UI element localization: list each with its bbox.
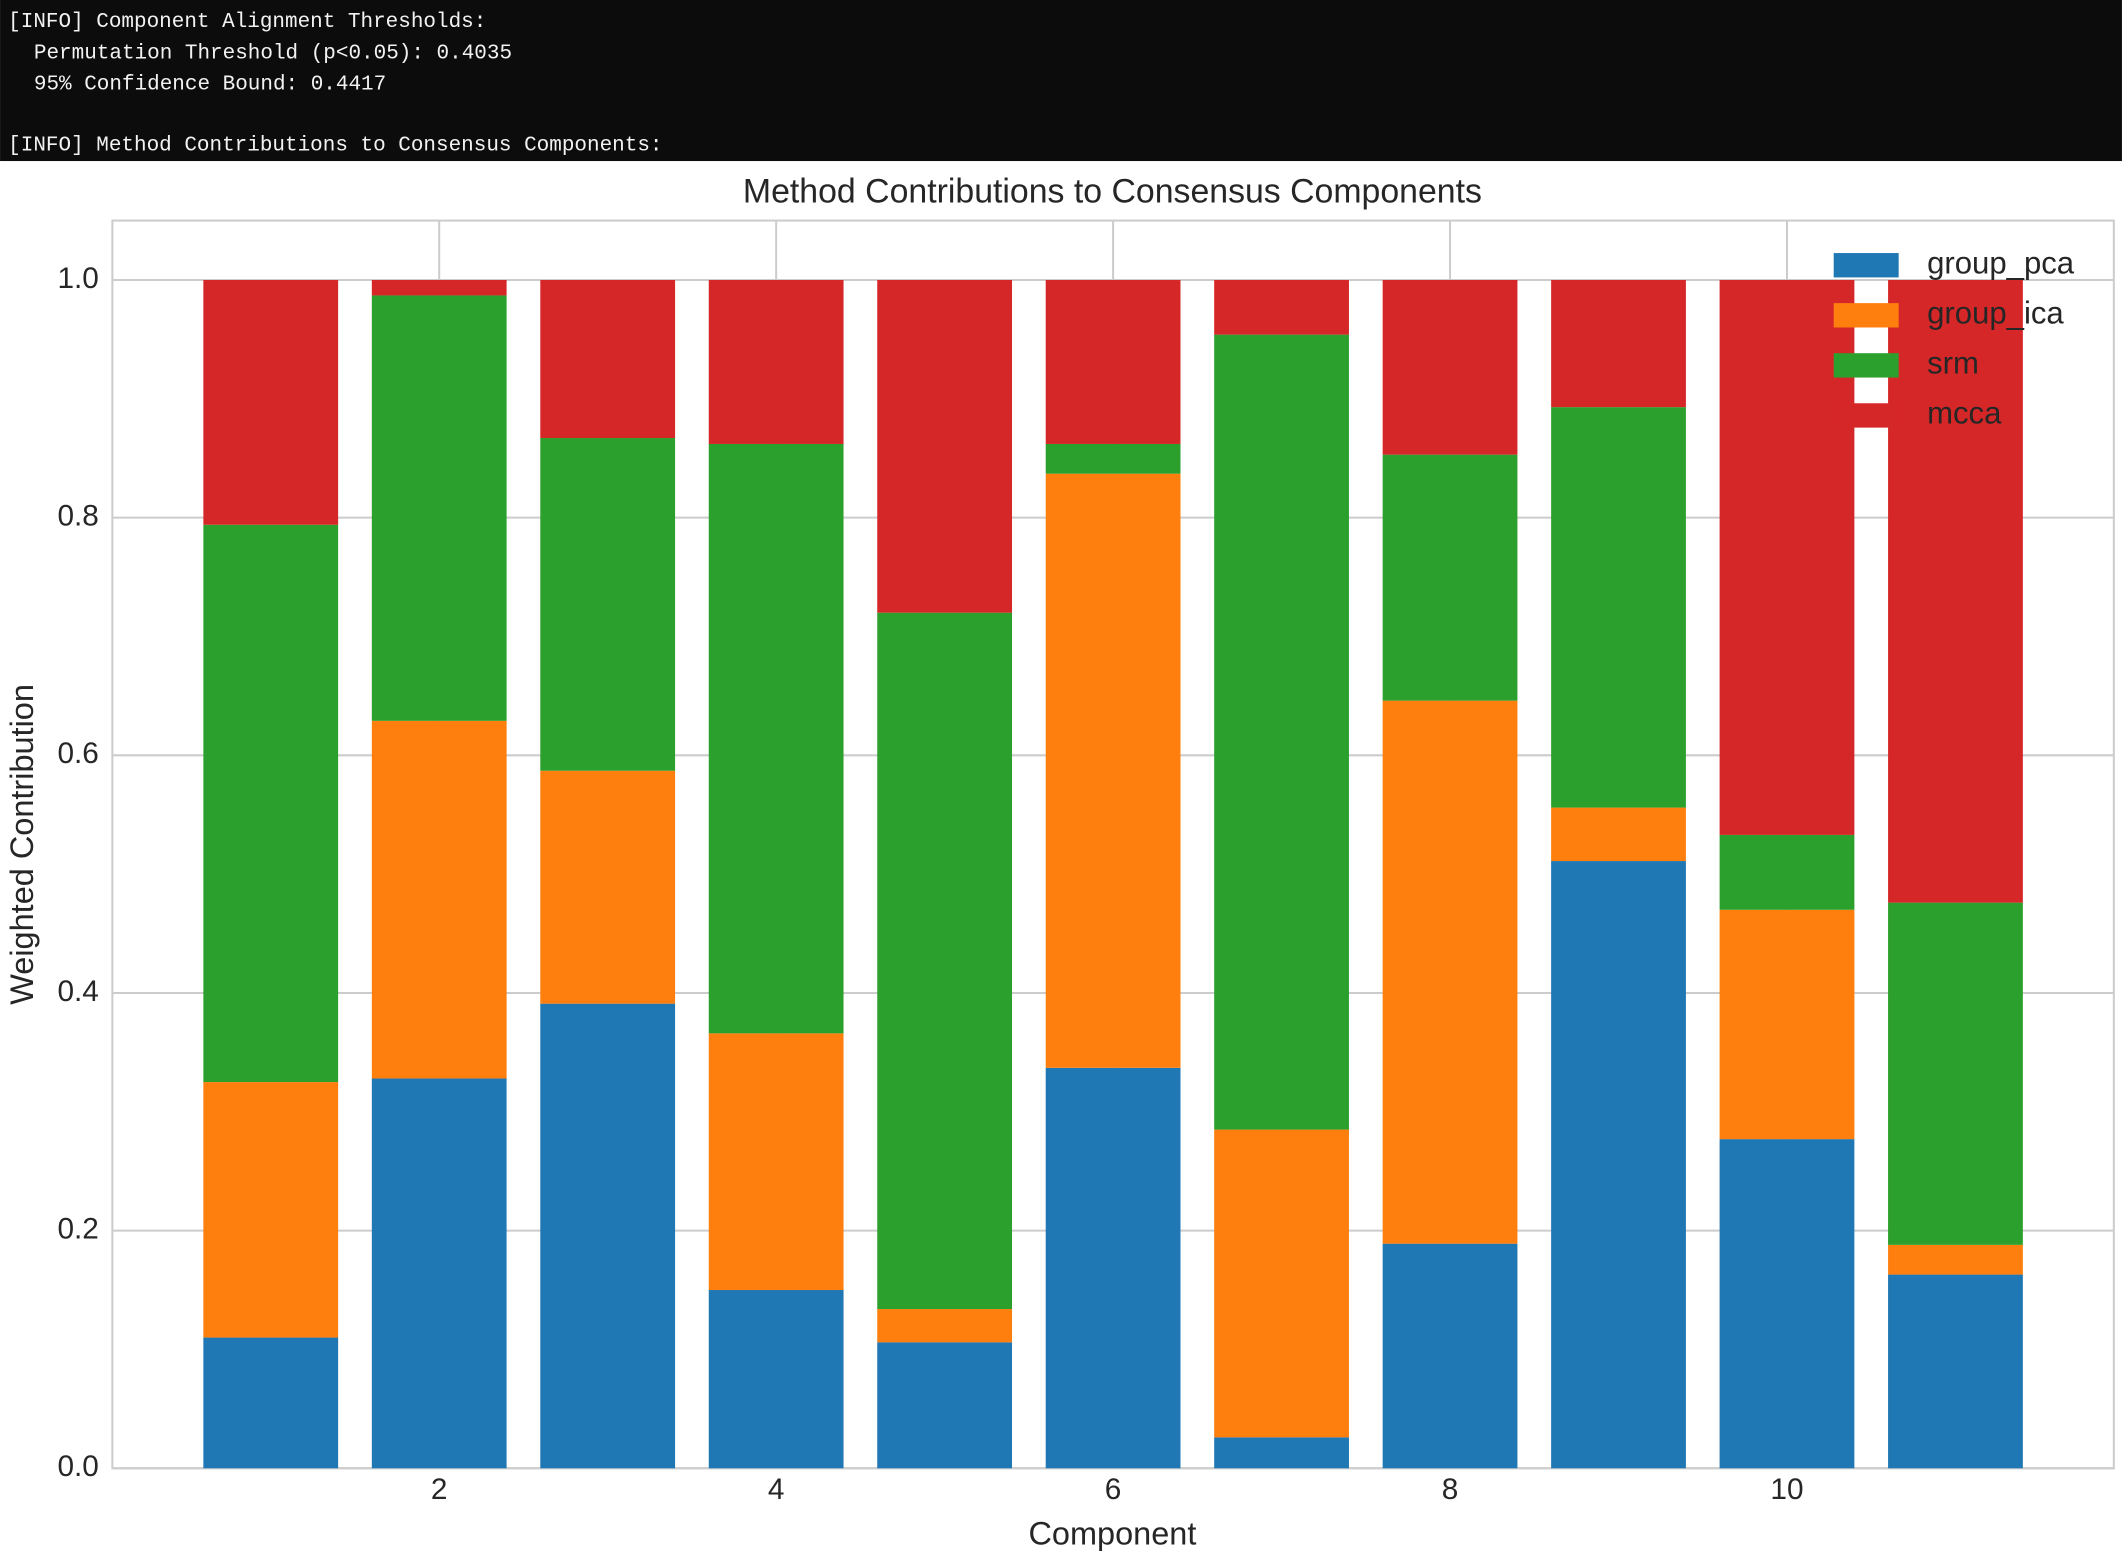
bar-segment	[1382, 279, 1518, 455]
y-tick-label: 0.6	[57, 737, 98, 770]
bar-segment	[1888, 1274, 2023, 1469]
x-tick-label: 2	[431, 1473, 448, 1506]
bar-segment	[1045, 1067, 1181, 1469]
legend-swatch	[1833, 253, 1899, 278]
chart-title: Method Contributions to Consensus Compon…	[743, 172, 1482, 210]
bar-segment	[1888, 1244, 2023, 1275]
bar-segment	[1214, 1129, 1349, 1438]
x-tick-label: 4	[768, 1473, 785, 1506]
bar-segment	[877, 1342, 1013, 1469]
x-tick-label: 8	[1442, 1473, 1459, 1506]
terminal-line: Permutation Threshold (p<0.05): 0.4035	[34, 42, 512, 65]
bar-segment	[540, 770, 676, 1004]
legend-swatch	[1833, 303, 1899, 328]
bar-segment	[1045, 279, 1181, 444]
bar-segment	[203, 1082, 339, 1338]
y-tick-label: 0.0	[57, 1450, 98, 1483]
bar-segment	[1382, 1243, 1518, 1469]
bar-segment	[1551, 407, 1686, 808]
bar-segment	[371, 720, 507, 1079]
bar-segment	[203, 524, 339, 1083]
y-tick-label: 0.8	[57, 500, 98, 533]
bar-segment	[203, 279, 339, 525]
bar-segment	[1214, 1437, 1349, 1469]
legend-label: group_ica	[1927, 296, 2064, 331]
bar-segment	[371, 1078, 507, 1469]
bar-segment	[371, 279, 507, 296]
bar-segment	[877, 279, 1013, 613]
y-tick-label: 1.0	[57, 262, 98, 295]
bar-segment	[371, 295, 507, 721]
bar-segment	[1719, 909, 1855, 1140]
bar-segment	[540, 1003, 676, 1469]
bar-segment	[1551, 861, 1686, 1469]
bar-segment	[1382, 700, 1518, 1244]
bar-segment	[540, 438, 676, 771]
bar-segment	[203, 1337, 339, 1469]
terminal-background	[0, 0, 2122, 162]
bar-segment	[1045, 473, 1181, 1068]
bar-segment	[708, 443, 844, 1034]
y-tick-label: 0.4	[57, 975, 98, 1008]
bar-segment	[1719, 1139, 1855, 1469]
terminal-line: 95% Confidence Bound: 0.4417	[34, 73, 386, 96]
bar-segment	[1719, 279, 1855, 835]
x-tick-label: 10	[1770, 1473, 1803, 1506]
bar-segment	[1888, 902, 2023, 1245]
terminal-line: [INFO] Method Contributions to Consensus…	[8, 134, 662, 157]
bar-segment	[708, 1290, 844, 1469]
y-tick-label: 0.2	[57, 1212, 98, 1245]
bar-segment	[1551, 279, 1686, 408]
legend-swatch	[1833, 353, 1899, 378]
bar-segment	[877, 612, 1013, 1310]
y-axis-label: Weighted Contribution	[4, 684, 40, 1005]
bar-segment	[1551, 807, 1686, 862]
terminal-line: [INFO] Component Alignment Thresholds:	[8, 11, 486, 34]
legend-label: srm	[1927, 346, 1979, 381]
x-axis-label: Component	[1028, 1516, 1196, 1552]
bar-segment	[1719, 834, 1855, 910]
legend-swatch	[1833, 403, 1899, 428]
bar-segment	[540, 279, 676, 439]
x-tick-label: 6	[1105, 1473, 1122, 1506]
bar-segment	[1045, 443, 1181, 474]
bar-segment	[708, 279, 844, 444]
legend-label: group_pca	[1927, 245, 2075, 280]
bar-segment	[877, 1309, 1013, 1343]
legend-label: mcca	[1927, 396, 2002, 431]
bar-segment	[1382, 454, 1518, 701]
bar-segment	[1888, 279, 2023, 903]
bar-segment	[1214, 334, 1349, 1130]
bar-segment	[1214, 279, 1349, 335]
bar-segment	[708, 1033, 844, 1291]
